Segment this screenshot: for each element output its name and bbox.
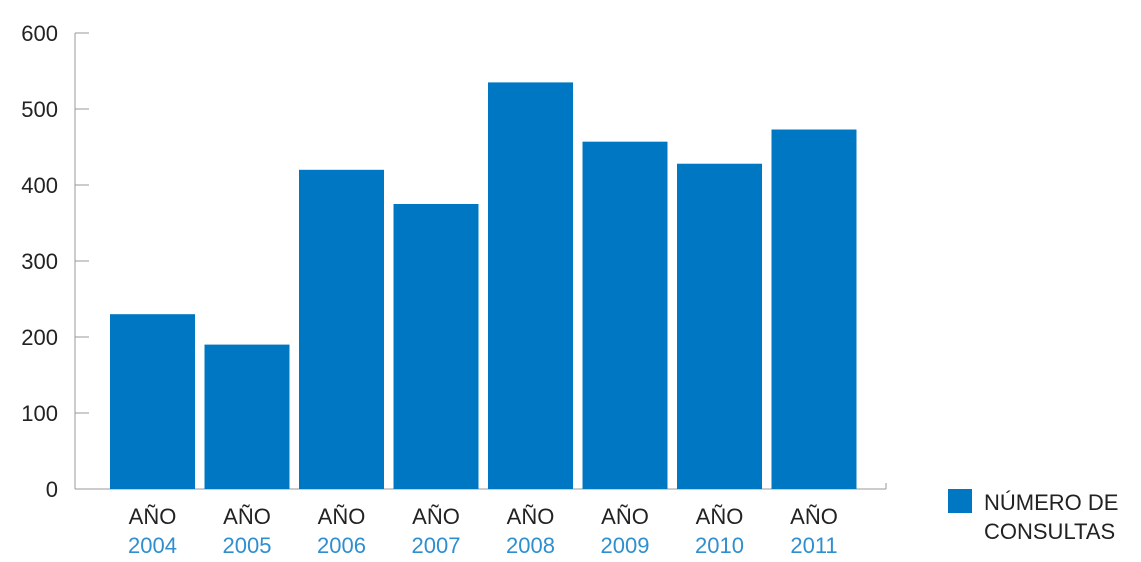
legend-label-line: CONSULTAS <box>984 519 1115 544</box>
legend: NÚMERO DE CONSULTAS <box>948 489 1118 544</box>
bar-2004 <box>110 314 195 489</box>
x-tick-label-year: 2009 <box>601 533 650 557</box>
x-tick-label-year: 2011 <box>790 533 837 557</box>
x-tick-label-year: 2007 <box>412 533 461 557</box>
legend-label-line: NÚMERO DE <box>984 490 1118 515</box>
y-tick-label: 100 <box>21 401 58 426</box>
y-tick-label: 600 <box>21 21 58 46</box>
y-tick-label: 0 <box>46 477 58 502</box>
x-tick-label-prefix: AÑO <box>129 504 177 529</box>
x-tick-label-year: 2008 <box>506 533 555 557</box>
x-tick-label-prefix: AÑO <box>318 504 366 529</box>
bar-2008 <box>488 82 573 490</box>
bar-2006 <box>299 169 384 490</box>
legend-swatch <box>948 489 972 513</box>
x-tick-label-year: 2010 <box>695 533 744 557</box>
y-tick-label: 200 <box>21 325 58 350</box>
x-tick-label-year: 2005 <box>223 533 272 557</box>
bars-layer <box>110 82 857 490</box>
x-tick-label-prefix: AÑO <box>507 504 555 529</box>
bar-2007 <box>393 204 479 489</box>
bar-2011 <box>771 129 857 489</box>
x-tick-label-year: 2004 <box>128 533 177 557</box>
x-tick-label-prefix: AÑO <box>223 504 271 529</box>
x-tick-label-prefix: AÑO <box>696 504 744 529</box>
bar-2010 <box>677 163 762 489</box>
bar-2005 <box>204 344 290 489</box>
x-tick-label-prefix: AÑO <box>601 504 649 529</box>
x-tick-label-year: 2006 <box>317 533 366 557</box>
bar-2009 <box>582 141 668 489</box>
y-tick-label: 500 <box>21 97 58 122</box>
x-tick-labels: AÑO 2004 AÑO 2005 AÑO 2006 AÑO 2007 AÑO 2008 AÑO 20… <box>128 504 838 558</box>
x-tick-label-prefix: AÑO <box>412 504 460 529</box>
y-tick-label: 300 <box>21 249 58 274</box>
x-tick-label-prefix: AÑO <box>790 504 838 529</box>
y-tick-label: 400 <box>21 173 58 198</box>
